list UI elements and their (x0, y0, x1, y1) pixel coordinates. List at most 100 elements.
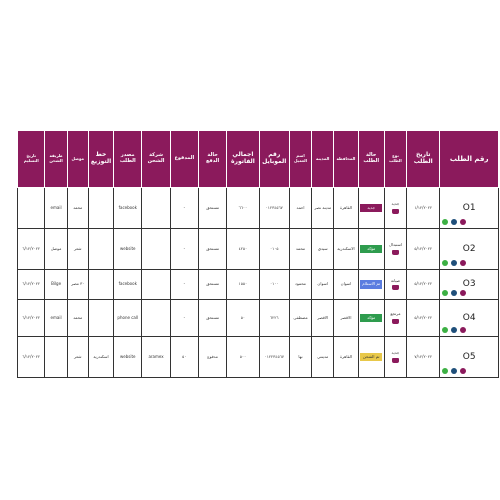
eye-icon[interactable] (460, 327, 467, 333)
cell-value: اسوان (317, 281, 328, 287)
cell-value: ٥٠٠ (239, 353, 247, 359)
cell-delivery: محمد (66, 187, 89, 229)
column-header-payment-status[interactable]: حالة الدفع (197, 130, 228, 188)
whatsapp-icon[interactable] (442, 368, 449, 374)
whatsapp-icon[interactable] (442, 219, 449, 225)
column-header-governorate[interactable]: المحافظة (333, 130, 359, 188)
cell-payment-status: مستحق (197, 187, 228, 229)
phone-icon[interactable] (451, 260, 458, 266)
cell-invoice-total: ٥٠ (226, 299, 260, 337)
cell-shipping-method: email (44, 187, 68, 229)
column-header-invoice-total[interactable]: اجمالي الفاتورة (226, 130, 260, 188)
cell-value: الاسكندرية (337, 245, 355, 251)
cell-value: محمود (295, 281, 306, 287)
cell-value: phone call (117, 314, 139, 320)
cell-order-type: استبدال (383, 228, 408, 270)
eye-icon[interactable] (460, 368, 467, 374)
cell-distribution-line (87, 187, 115, 229)
cell-order-status: مؤكد (357, 299, 385, 337)
cell-value: مدفوع (207, 353, 218, 359)
cell-value: موصل (50, 245, 62, 251)
order-number[interactable]: O5 (462, 351, 476, 362)
column-header-order-type[interactable]: نوع الطلب (383, 130, 408, 188)
whatsapp-icon[interactable] (442, 260, 449, 266)
cell-order-no: O1 (439, 187, 499, 229)
cell-value: website (120, 353, 136, 359)
cell-shipping-company (141, 228, 171, 270)
order-date: ٥/١٢/٢٠٢٢ (414, 245, 433, 251)
cell-order-no: O2 (439, 228, 499, 270)
cell-value: Bilge (51, 281, 62, 287)
row-actions (442, 368, 467, 374)
eye-icon[interactable] (460, 260, 467, 266)
table-row[interactable]: O4 ٥/١٢/٢٠٢٢ مرتجع مؤكد الاقصر الاقصر مصطفى ٦٢٢… (16, 299, 499, 337)
cell-shipping-method: Bilge (44, 269, 68, 300)
cell-value: facebook (118, 281, 137, 287)
cell-value: ٣٠ مصر (71, 281, 85, 287)
cell-delivery-date: ٦/١٢/٢٠٢٢ (16, 228, 46, 270)
status-badge[interactable]: تم الشحن (360, 352, 383, 362)
phone-icon[interactable] (451, 368, 458, 374)
status-badge[interactable]: جديد (360, 203, 383, 213)
cell-value: مدينتي (317, 353, 329, 359)
column-header-distribution-line[interactable]: خط التوزيع (87, 130, 115, 188)
status-badge[interactable]: مؤكد (360, 313, 383, 323)
whatsapp-icon[interactable] (442, 290, 449, 296)
table-row[interactable]: O5 ٧/١٢/٢٠٢٢ جديد تم الشحن القاهرة مدينتي نها ٠… (16, 336, 499, 378)
cell-value: ٤٢٥٠ (238, 245, 248, 251)
order-number[interactable]: O1 (462, 202, 476, 213)
orders-table-container: رقم الطلب تاريخ الطلب نوع الطلب حالة الطلب ا… (16, 130, 499, 378)
order-number[interactable]: O4 (462, 312, 476, 323)
eye-icon[interactable] (460, 219, 467, 225)
cell-value: ٥٠ (240, 314, 246, 320)
table-row[interactable]: O1 ١/١٢/٢٠٢٢ جديد جديد القاهرة مدينة نصر احمد ٠… (16, 187, 499, 229)
column-header-delivery-date[interactable]: تاريخ التسليم (16, 130, 46, 188)
column-header-paid[interactable]: المدفوع (169, 130, 199, 188)
column-header-delivery[interactable]: موصل (66, 130, 89, 188)
cell-order-type: مرتجع (383, 299, 408, 337)
status-badge[interactable]: مؤكد (360, 244, 383, 254)
phone-icon[interactable] (451, 290, 458, 296)
table-row[interactable]: O3 ٥/١٢/٢٠٢٢ صيانة تم الاستلام اسوان اسوان محم… (16, 269, 499, 300)
bag-icon (391, 249, 399, 255)
cell-invoice-total: ١٥٥٠ (226, 269, 260, 300)
column-header-mobile[interactable]: رقم الموبايل (258, 130, 290, 188)
cell-value: محمد (73, 314, 83, 320)
cell-governorate: القاهرة (333, 187, 359, 229)
status-badge[interactable]: تم الاستلام (360, 280, 383, 289)
column-header-shipping-company[interactable]: شركة الشحن (141, 130, 171, 188)
cell-value: شعر (74, 353, 82, 359)
whatsapp-icon[interactable] (442, 327, 449, 333)
cell-order-no: O4 (439, 299, 499, 337)
cell-order-date: ٥/١٢/٢٠٢٢ (406, 269, 441, 300)
eye-icon[interactable] (460, 290, 467, 296)
order-number[interactable]: O3 (462, 279, 476, 290)
phone-icon[interactable] (451, 219, 458, 225)
column-header-shipping-method[interactable]: طريقة الشحن (44, 130, 68, 188)
column-header-order-source[interactable]: مصدر الطلب (113, 130, 143, 188)
cell-distribution-line (87, 228, 115, 270)
cell-shipping-company (141, 299, 171, 337)
bag-icon (391, 357, 399, 363)
order-number[interactable]: O2 (462, 243, 476, 254)
cell-delivery: ٣٠ مصر (66, 269, 89, 300)
cell-distribution-line: اسكندرية (87, 336, 115, 378)
cell-value: نها (298, 353, 303, 359)
column-header-order-no[interactable]: رقم الطلب (439, 130, 499, 188)
row-actions (442, 290, 467, 296)
cell-value: - (183, 204, 186, 210)
table-row[interactable]: O2 ٥/١٢/٢٠٢٢ استبدال مؤكد الاسكندرية سيدي محمد… (16, 228, 499, 270)
column-header-client-name[interactable]: اسم العميل (288, 130, 313, 188)
column-header-order-date[interactable]: تاريخ الطلب (406, 130, 441, 188)
cell-value: - (183, 245, 186, 251)
cell-mobile: ٠١٠٠ (258, 269, 290, 300)
cell-city: اسوان (311, 269, 335, 300)
cell-city: الاقصر (311, 299, 335, 337)
phone-icon[interactable] (451, 327, 458, 333)
order-date: ٥/١٢/٢٠٢٢ (414, 314, 433, 320)
column-header-city[interactable]: المدينة (311, 130, 335, 188)
cell-value: شعر (74, 245, 82, 251)
row-actions (442, 260, 467, 266)
column-header-order-status[interactable]: حالة الطلب (357, 130, 385, 188)
cell-shipping-company (141, 269, 171, 300)
